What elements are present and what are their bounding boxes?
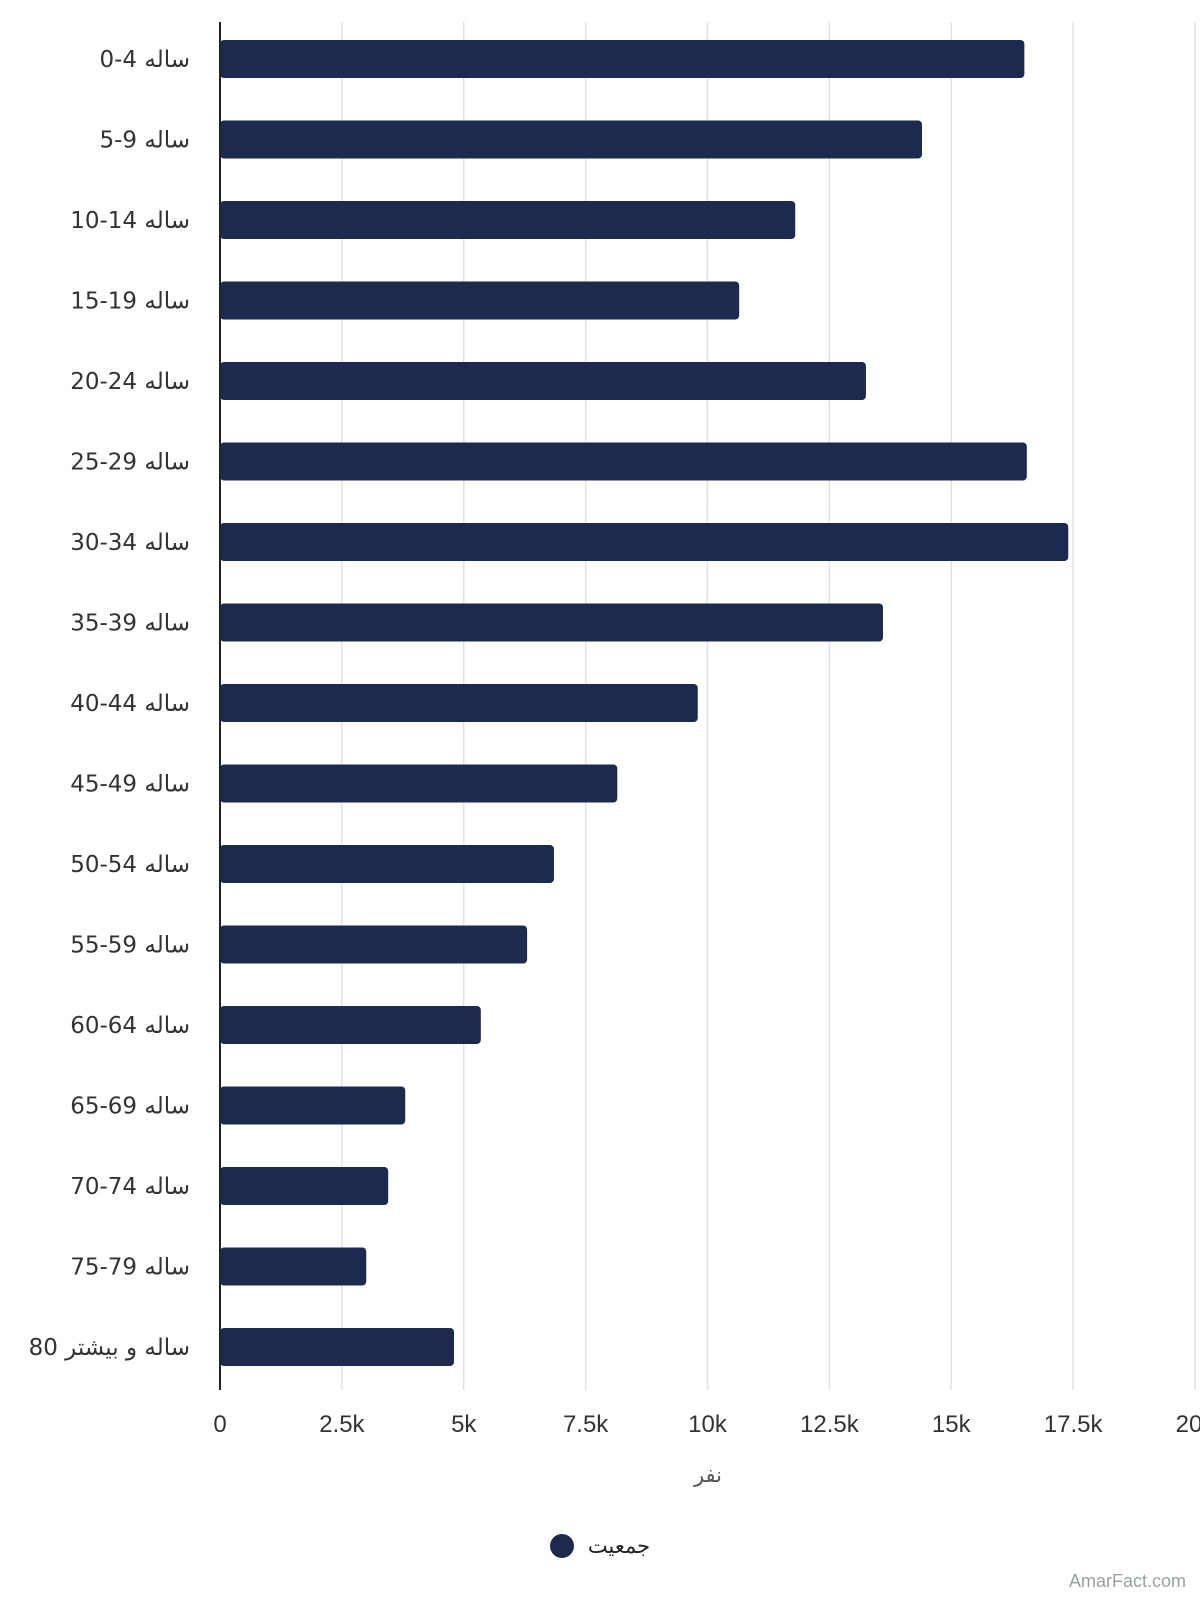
category-label: 75-79 ساله: [70, 1255, 190, 1281]
bar: [220, 201, 796, 239]
legend-label: جمعیت: [587, 1534, 651, 1558]
bar: [220, 1006, 481, 1044]
bar: [220, 925, 528, 964]
bar: [220, 845, 554, 883]
bar: [220, 1086, 406, 1125]
bar: [220, 40, 1025, 78]
x-tick-label: 2.5k: [319, 1411, 365, 1438]
bar: [220, 684, 698, 722]
bar: [220, 1328, 454, 1366]
category-label: 60-64 ساله: [70, 1013, 190, 1039]
category-label: 50-54 ساله: [70, 852, 190, 878]
category-label: 35-39 ساله: [70, 611, 190, 637]
legend: جمعیت: [0, 1530, 1200, 1562]
x-tick-label: 17.5k: [1044, 1411, 1104, 1438]
category-label: 15-19 ساله: [70, 289, 190, 315]
watermark: AmarFact.com: [1068, 1571, 1186, 1591]
category-label: 45-49 ساله: [70, 772, 190, 798]
bar: [220, 1167, 389, 1205]
category-label: 5-9 ساله: [99, 128, 190, 154]
category-label: 55-59 ساله: [70, 933, 190, 959]
bar: [220, 120, 922, 159]
x-tick-label: 0: [213, 1411, 226, 1438]
category-label: 70-74 ساله: [70, 1174, 190, 1200]
category-label: 65-69 ساله: [70, 1094, 190, 1120]
bar: [220, 362, 866, 400]
bar: [220, 523, 1069, 561]
bar: [220, 764, 618, 803]
category-label: 10-14 ساله: [70, 208, 190, 234]
x-tick-label: 12.5k: [800, 1411, 860, 1438]
category-label: 20-24 ساله: [70, 369, 190, 395]
category-label: 30-34 ساله: [70, 530, 190, 556]
x-tick-labels: 0 2.5k 5k 7.5k 10k 12.5k 15k 17.5k 20k: [213, 1411, 1200, 1438]
bar: [220, 1247, 367, 1286]
x-tick-label: 15k: [932, 1411, 972, 1438]
category-label: 80 ساله و بیشتر: [29, 1335, 190, 1361]
bar: [220, 281, 740, 320]
bar: [220, 442, 1027, 481]
legend-marker: [549, 1534, 574, 1558]
x-tick-label: 20k: [1176, 1411, 1200, 1438]
category-label: 40-44 ساله: [70, 691, 190, 717]
bar: [220, 603, 883, 642]
category-label: 25-29 ساله: [70, 450, 190, 476]
x-tick-label: 5k: [451, 1411, 477, 1438]
category-label: 0-4 ساله: [99, 47, 190, 73]
bars: [220, 40, 1069, 1366]
x-axis-title: نفر: [693, 1463, 722, 1487]
category-labels: 0-4 ساله 5-9 ساله 10-14 ساله 15-19 ساله 20-2…: [29, 47, 190, 1361]
x-tick-label: 7.5k: [563, 1411, 609, 1438]
x-tick-label: 10k: [688, 1411, 728, 1438]
